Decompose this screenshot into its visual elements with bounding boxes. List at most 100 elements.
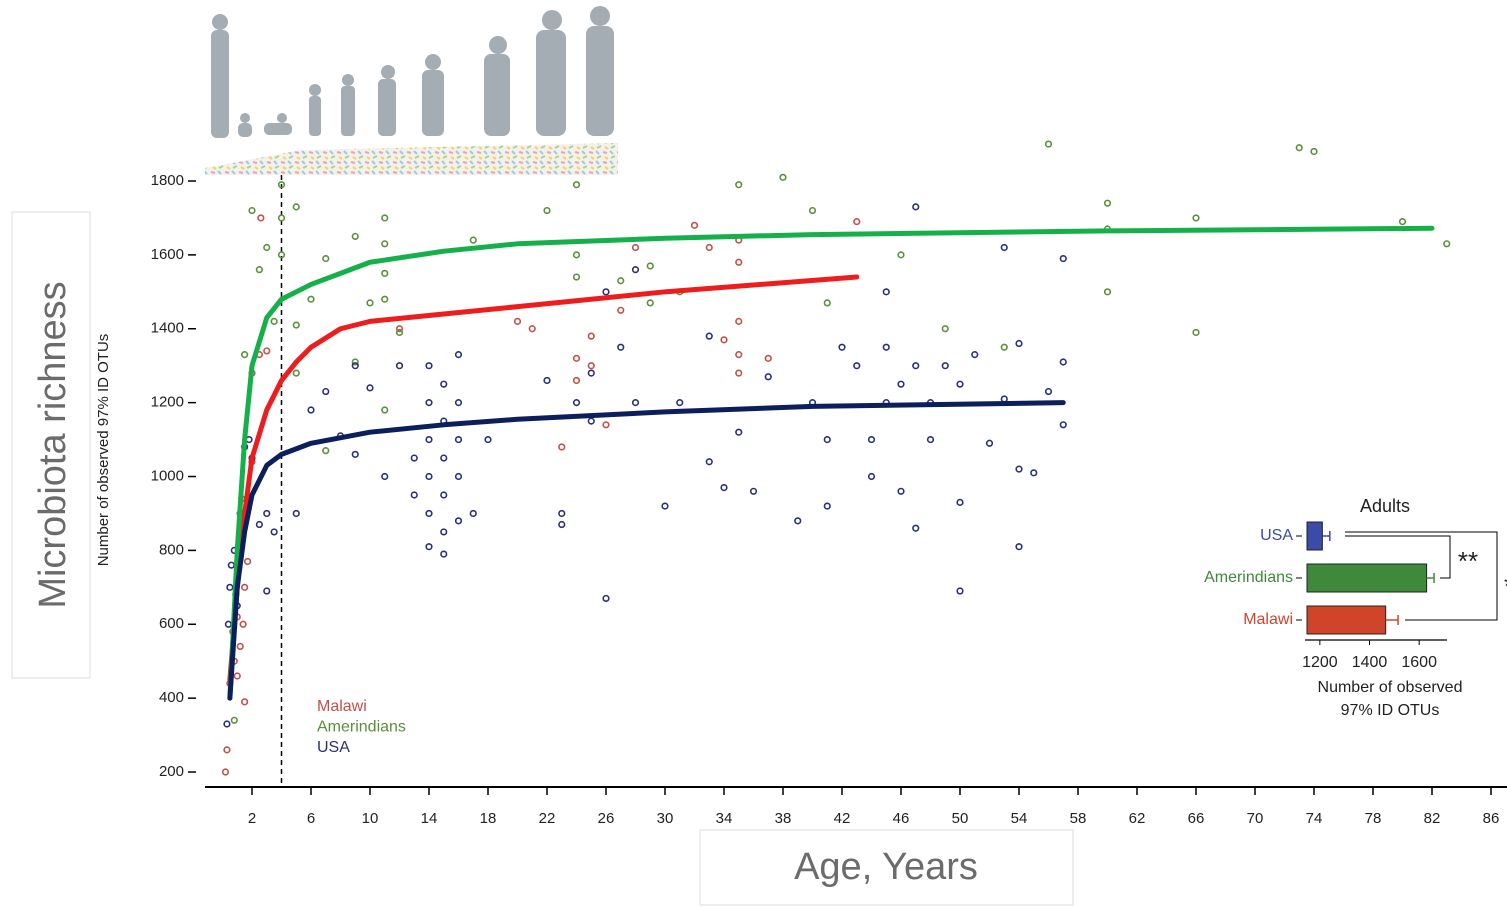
data-point: [574, 356, 580, 362]
data-point: [603, 422, 609, 428]
x-tick-label: 70: [1247, 810, 1264, 827]
x-tick-label: 6: [307, 810, 315, 827]
data-point: [1001, 344, 1007, 350]
data-point: [397, 363, 403, 369]
data-point: [529, 326, 535, 332]
data-point: [706, 459, 712, 465]
data-point: [1031, 470, 1037, 476]
data-point: [485, 437, 491, 443]
x-tick-label: 22: [539, 810, 556, 827]
data-point: [854, 363, 860, 369]
data-point: [323, 389, 329, 395]
significance-mark: **: [1458, 546, 1478, 576]
data-point: [308, 296, 314, 302]
data-point: [224, 721, 230, 727]
data-point: [603, 289, 609, 295]
data-point: [264, 511, 270, 517]
data-point: [942, 363, 948, 369]
data-point: [257, 267, 263, 273]
x-tick-label: 46: [893, 810, 910, 827]
data-point: [441, 551, 447, 557]
x-tick-label: 18: [480, 810, 497, 827]
data-point: [928, 437, 934, 443]
data-point: [588, 418, 594, 424]
data-point: [293, 511, 299, 517]
data-point: [411, 492, 417, 498]
data-point: [411, 455, 417, 461]
data-point: [293, 204, 299, 210]
data-point: [227, 585, 233, 591]
data-point: [913, 363, 919, 369]
data-point: [426, 511, 432, 517]
category-label: Malawi: [1243, 611, 1293, 628]
x-tick-label: 66: [1188, 810, 1205, 827]
y-tick-label: 1400: [151, 320, 184, 337]
data-point: [242, 699, 248, 705]
data-point: [1016, 544, 1022, 550]
data-point: [574, 182, 580, 188]
data-point: [1193, 215, 1199, 221]
data-point: [323, 256, 329, 262]
data-point: [647, 263, 653, 269]
data-point: [271, 319, 277, 325]
data-point: [382, 474, 388, 480]
data-point: [706, 245, 712, 251]
data-point: [456, 400, 462, 406]
x-tick-label: 42: [834, 810, 851, 827]
data-point: [736, 182, 742, 188]
data-point: [293, 322, 299, 328]
data-point: [839, 344, 845, 350]
y-axis-label: Number of observed 97% ID OTUs: [95, 334, 112, 567]
data-point: [1001, 245, 1007, 251]
x-tick-label: 38: [775, 810, 792, 827]
y-tick-label: 200: [159, 763, 184, 780]
data-point: [883, 289, 889, 295]
data-point: [258, 215, 264, 221]
data-point: [662, 503, 668, 509]
data-point: [692, 223, 698, 229]
data-point: [441, 455, 447, 461]
data-point: [426, 437, 432, 443]
data-point: [456, 352, 462, 358]
x-tick-label: 34: [716, 810, 733, 827]
data-point: [588, 363, 594, 369]
data-point: [224, 747, 230, 753]
data-point: [574, 378, 580, 384]
data-point: [441, 529, 447, 535]
data-point: [751, 488, 757, 494]
data-point: [1105, 289, 1111, 295]
data-point: [323, 448, 329, 454]
data-point: [456, 437, 462, 443]
x-tick-label: 86: [1483, 810, 1500, 827]
legend-label: USA: [317, 739, 350, 756]
error-bar: [1322, 531, 1329, 541]
data-point: [234, 673, 240, 679]
data-point: [1444, 241, 1450, 247]
data-point: [765, 356, 771, 362]
inset-x-tick-label: 1200: [1302, 654, 1338, 671]
data-point: [736, 319, 742, 325]
data-point: [382, 241, 388, 247]
data-point: [913, 525, 919, 531]
data-point: [854, 219, 860, 225]
data-point: [736, 259, 742, 265]
data-point: [633, 267, 639, 273]
data-point: [736, 352, 742, 358]
chart: Microbiota richness Age, Years Number of…: [0, 0, 1507, 907]
data-point: [603, 596, 609, 602]
data-point: [544, 208, 550, 214]
data-point: [441, 492, 447, 498]
data-point: [736, 429, 742, 435]
data-point: [308, 407, 314, 413]
data-point: [1046, 141, 1052, 147]
bar: [1307, 606, 1386, 634]
x-tick-label: 30: [657, 810, 674, 827]
y-tick-label: 1800: [151, 172, 184, 189]
y-tick-label: 600: [159, 615, 184, 632]
data-point: [957, 500, 963, 506]
data-point: [515, 319, 521, 325]
legend-label: Amerindians: [317, 719, 406, 736]
data-point: [1016, 341, 1022, 347]
bar: [1307, 522, 1322, 550]
data-point: [780, 175, 786, 181]
